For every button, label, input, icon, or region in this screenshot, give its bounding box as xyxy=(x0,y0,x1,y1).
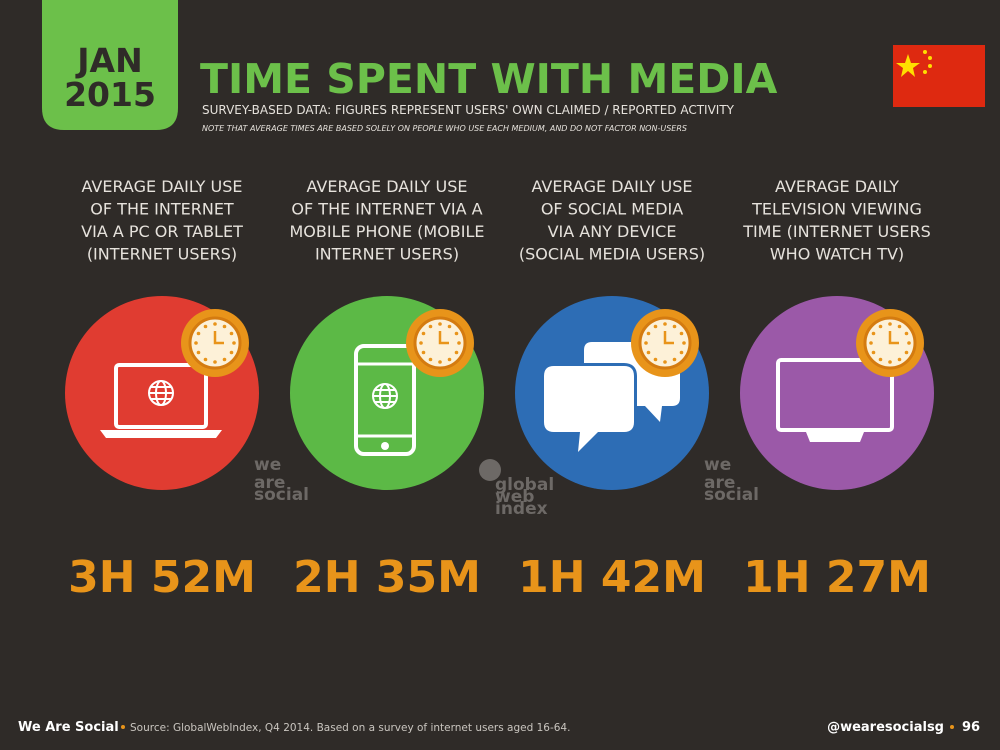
icon-part xyxy=(404,307,476,379)
panel-description: AVERAGE DAILY USE xyxy=(81,177,242,196)
watermark: we xyxy=(254,455,281,475)
panel-description: (SOCIAL MEDIA USERS) xyxy=(519,245,705,264)
note: NOTE THAT AVERAGE TIMES ARE BASED SOLELY… xyxy=(202,124,687,133)
panel-description: INTERNET USERS) xyxy=(315,245,459,264)
icon-part xyxy=(776,358,894,432)
panel-description: AVERAGE DAILY USE xyxy=(306,177,467,196)
watermark: index xyxy=(495,499,548,519)
panel-description: MOBILE PHONE (MOBILE xyxy=(290,222,485,241)
watermark-logo xyxy=(479,459,501,481)
icon-part xyxy=(354,344,416,456)
panel-description: VIA A PC OR TABLET xyxy=(81,222,243,241)
date-month: JAN xyxy=(75,41,142,80)
panel-description: OF SOCIAL MEDIA xyxy=(541,200,683,219)
footer-handle: @wearesocialsg xyxy=(827,720,944,735)
panel-description: OF THE INTERNET xyxy=(90,200,234,219)
icon-part xyxy=(923,70,927,74)
subtitle: SURVEY-BASED DATA: FIGURES REPRESENT USE… xyxy=(202,103,735,117)
icon-part xyxy=(896,54,920,77)
date-year: 2015 xyxy=(64,75,156,114)
icon-part xyxy=(114,363,208,429)
watermark: we xyxy=(704,455,731,475)
panel-description: TELEVISION VIEWING xyxy=(751,200,922,219)
icon-part xyxy=(806,432,864,442)
watermark: social xyxy=(704,485,759,505)
watermark: social xyxy=(254,485,309,505)
icon-tv xyxy=(740,296,934,490)
panel-value: 1H 27M xyxy=(743,552,931,603)
flag xyxy=(893,45,985,107)
title: TIME SPENT WITH MEDIA xyxy=(200,55,778,103)
panel-description: WHO WATCH TV) xyxy=(770,245,904,264)
footer-brand: We Are Social xyxy=(18,720,119,735)
icon-pc xyxy=(65,296,259,490)
icon-part xyxy=(928,64,932,68)
icon-part xyxy=(629,307,701,379)
icon-part xyxy=(923,50,927,54)
footer-page: 96 xyxy=(962,720,980,735)
panels: AVERAGE DAILY USE OF THE INTERNET VIA A PC… xyxy=(68,177,931,603)
watermark: are xyxy=(254,473,285,493)
panel-description: (INTERNET USERS) xyxy=(87,245,237,264)
panel-description: AVERAGE DAILY USE xyxy=(531,177,692,196)
icon-part xyxy=(923,50,932,74)
icon-part xyxy=(381,442,389,450)
watermark: global xyxy=(495,475,554,495)
footer-dot xyxy=(950,725,954,729)
icon-social xyxy=(515,296,709,490)
panel-description: TIME (INTERNET USERS xyxy=(742,222,931,241)
icon-mobile xyxy=(290,296,484,490)
footer-dot xyxy=(121,725,125,729)
footer-source: Source: GlobalWebIndex, Q4 2014. Based o… xyxy=(130,722,570,734)
icon-part xyxy=(854,307,926,379)
watermark: are xyxy=(704,473,735,493)
panel-description: VIA ANY DEVICE xyxy=(548,222,677,241)
panel-description: AVERAGE DAILY xyxy=(775,177,899,196)
icon-part xyxy=(893,45,985,107)
panel-value: 1H 42M xyxy=(518,552,706,603)
date-tab xyxy=(42,0,178,130)
watermark: web xyxy=(495,487,534,507)
icon-part xyxy=(100,430,222,438)
panel-value: 3H 52M xyxy=(68,552,256,603)
panel-description: OF THE INTERNET VIA A xyxy=(291,200,482,219)
panel-value: 2H 35M xyxy=(293,552,481,603)
icon-part xyxy=(544,366,634,452)
icon-part xyxy=(928,56,932,60)
icon-part xyxy=(179,307,251,379)
